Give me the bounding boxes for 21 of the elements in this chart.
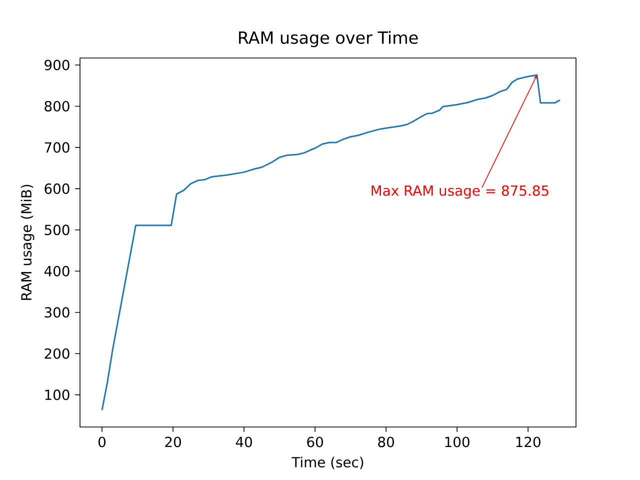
- x-tick-label: 80: [378, 436, 394, 448]
- y-tick-label: 200: [44, 348, 70, 359]
- x-tick-label: 60: [307, 436, 323, 448]
- y-tick-label: 500: [44, 224, 70, 236]
- y-tick-label: 900: [44, 60, 70, 70]
- x-axis-title: Time (sec): [292, 456, 364, 470]
- line-series: [101, 74, 561, 411]
- y-tick-label: 700: [44, 142, 70, 153]
- y-axis-title: RAM usage (MiB): [20, 184, 34, 300]
- y-tick-label: 800: [44, 100, 70, 112]
- y-tick-label: 300: [44, 307, 70, 318]
- x-tick-label: 0: [98, 436, 106, 448]
- y-tick-label: 400: [44, 266, 70, 276]
- x-tick-label: 100: [445, 436, 470, 448]
- annotation: Max RAM usage = 875.85: [372, 185, 548, 199]
- x-tick-label: 40: [236, 436, 252, 448]
- y-tick-label: 600: [44, 183, 70, 194]
- x-tick-label: 20: [165, 436, 181, 448]
- y-tick-label: 100: [45, 390, 70, 400]
- chart-title: RAM usage over Time: [239, 31, 418, 48]
- x-tick-label: 120: [516, 436, 540, 448]
